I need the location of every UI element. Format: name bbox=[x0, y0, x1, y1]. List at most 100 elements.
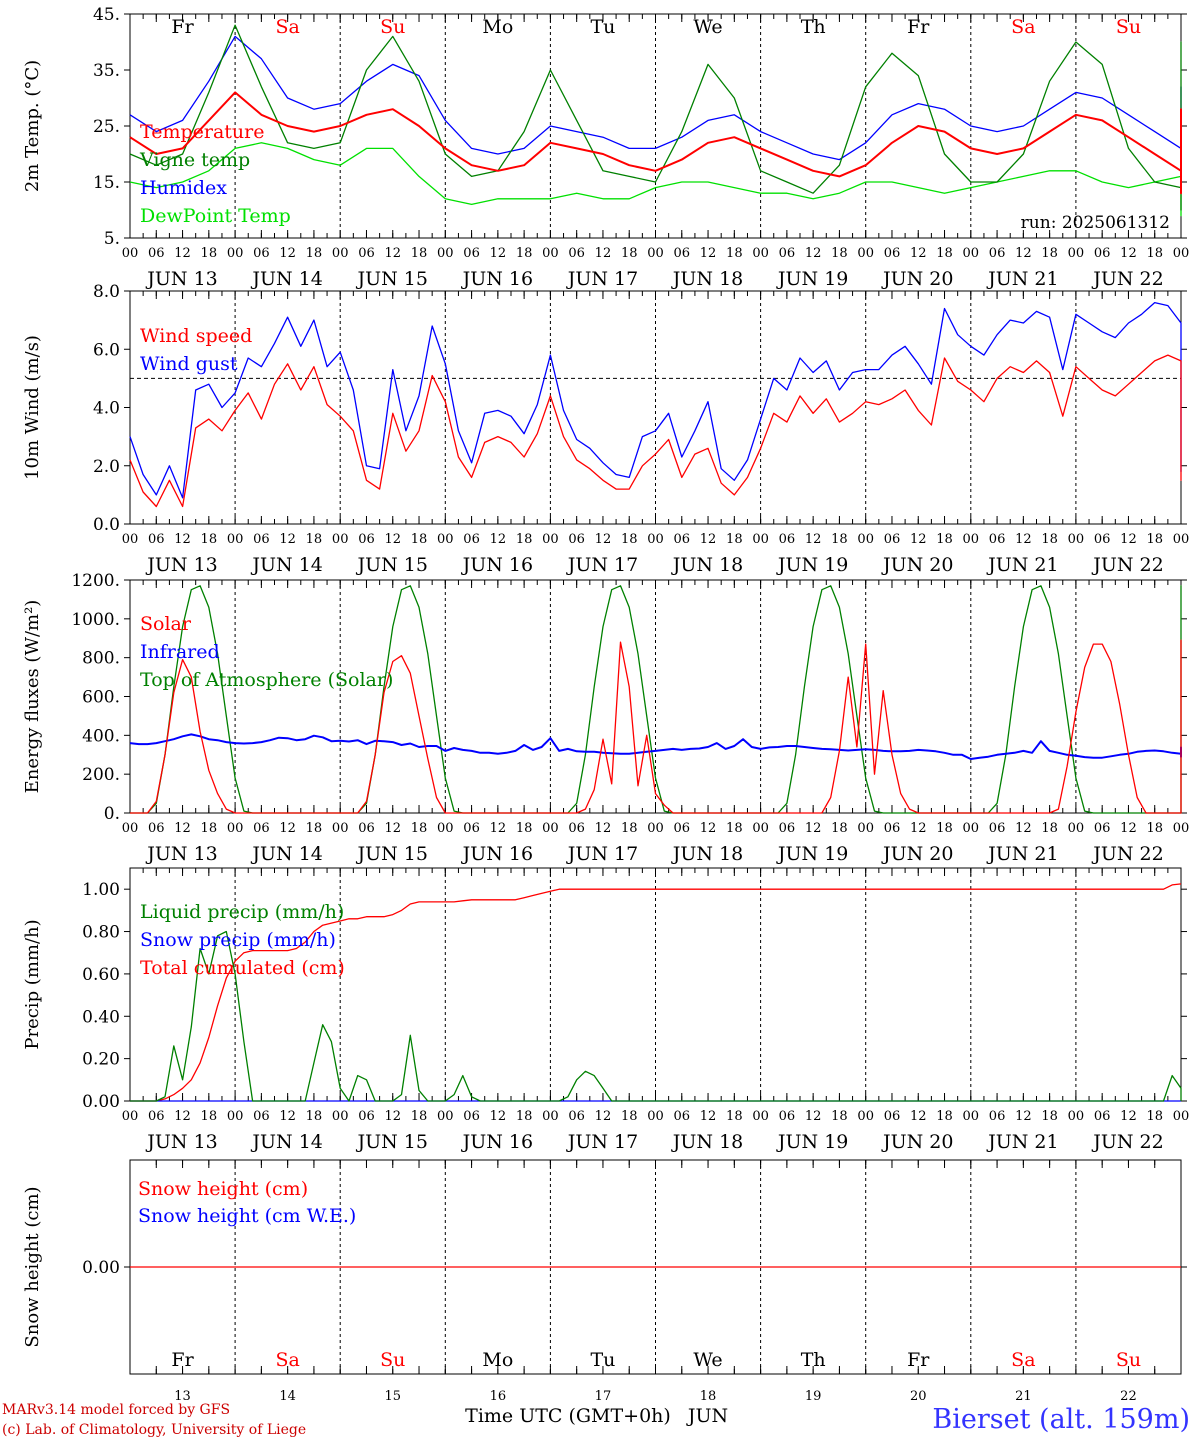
hour-tick-label: 06 bbox=[253, 1109, 270, 1124]
day-number-label: 14 bbox=[279, 1389, 296, 1404]
hour-tick-label: 12 bbox=[595, 246, 612, 261]
weekday-label: Mo bbox=[482, 16, 513, 38]
series-line-0 bbox=[130, 639, 1182, 814]
hour-tick-label: 00 bbox=[1068, 246, 1085, 261]
hour-tick-label: 12 bbox=[910, 532, 927, 547]
date-label: JUN 18 bbox=[671, 554, 743, 576]
hour-tick-label: 00 bbox=[227, 821, 244, 836]
day-number-label: 19 bbox=[805, 1389, 822, 1404]
x-axis-month: JUN bbox=[686, 1405, 728, 1427]
date-label: JUN 14 bbox=[250, 268, 322, 290]
hour-tick-label: 12 bbox=[490, 821, 507, 836]
hour-tick-label: 18 bbox=[621, 821, 638, 836]
hour-tick-label: 00 bbox=[542, 1109, 559, 1124]
hour-tick-label: 06 bbox=[463, 532, 480, 547]
series-line-0 bbox=[129, 354, 1182, 508]
hour-tick-label: 18 bbox=[411, 532, 428, 547]
hour-tick-label: 18 bbox=[1041, 246, 1058, 261]
hour-tick-label: 00 bbox=[1173, 821, 1190, 836]
date-label: JUN 20 bbox=[881, 554, 953, 576]
hour-tick-label: 00 bbox=[437, 1109, 454, 1124]
hour-tick-label: 06 bbox=[463, 246, 480, 261]
hour-tick-label: 06 bbox=[884, 1109, 901, 1124]
hour-tick-label: 12 bbox=[700, 821, 717, 836]
hour-tick-label: 12 bbox=[174, 246, 191, 261]
weekday-label: We bbox=[693, 1349, 722, 1371]
hour-tick-label: 06 bbox=[884, 246, 901, 261]
hour-tick-label: 18 bbox=[306, 246, 323, 261]
hour-tick-label: 18 bbox=[831, 821, 848, 836]
y-axis-label: 2m Temp. (°C) bbox=[22, 60, 43, 192]
weekday-label: Fr bbox=[171, 16, 194, 38]
legend-entry: Temperature bbox=[140, 121, 264, 143]
panel-snow: 0.00 Snow height (cm) Snow height (cm) Snow… bbox=[22, 1159, 1187, 1404]
hour-tick-label: 18 bbox=[201, 532, 218, 547]
hour-tick-label: 18 bbox=[306, 532, 323, 547]
date-label: JUN 14 bbox=[250, 554, 322, 576]
hour-tick-label: 00 bbox=[752, 246, 769, 261]
hour-tick-label: 00 bbox=[857, 532, 874, 547]
date-label: JUN 19 bbox=[776, 1131, 848, 1153]
hour-tick-label: 00 bbox=[963, 246, 980, 261]
hour-tick-label: 18 bbox=[516, 246, 533, 261]
hour-tick-label: 12 bbox=[1120, 821, 1137, 836]
date-label: JUN 15 bbox=[356, 268, 428, 290]
hour-tick-label: 00 bbox=[122, 1109, 139, 1124]
day-number-label: 22 bbox=[1120, 1389, 1137, 1404]
station-title: Bierset (alt. 159m) bbox=[932, 1404, 1190, 1435]
hour-tick-label: 12 bbox=[279, 1109, 296, 1124]
date-label: JUN 20 bbox=[881, 843, 953, 865]
hour-tick-label: 12 bbox=[490, 1109, 507, 1124]
hour-tick-label: 00 bbox=[752, 821, 769, 836]
weekday-label: Fr bbox=[907, 16, 930, 38]
weekday-label: Fr bbox=[171, 1349, 194, 1371]
date-label: JUN 16 bbox=[461, 554, 533, 576]
hour-tick-label: 00 bbox=[963, 821, 980, 836]
date-label: JUN 20 bbox=[881, 268, 953, 290]
y-tick-label: 8.0 bbox=[93, 282, 120, 302]
hour-tick-label: 18 bbox=[936, 1109, 953, 1124]
y-tick-label: 1200. bbox=[71, 571, 120, 591]
hour-tick-label: 00 bbox=[227, 1109, 244, 1124]
legend-entry: Wind gust bbox=[140, 353, 238, 375]
y-tick-label: 35. bbox=[93, 61, 120, 81]
series-line-2 bbox=[130, 883, 1182, 1102]
hour-tick-label: 12 bbox=[490, 532, 507, 547]
hour-tick-label: 06 bbox=[253, 821, 270, 836]
x-axis-label: Time UTC (GMT+0h) bbox=[465, 1405, 671, 1427]
date-label: JUN 22 bbox=[1091, 1131, 1163, 1153]
hour-tick-label: 06 bbox=[779, 1109, 796, 1124]
hour-tick-label: 06 bbox=[779, 532, 796, 547]
hour-tick-label: 06 bbox=[1094, 1109, 1111, 1124]
date-label: JUN 22 bbox=[1091, 843, 1163, 865]
hour-tick-label: 00 bbox=[542, 246, 559, 261]
y-tick-label: 0.0 bbox=[93, 515, 120, 535]
day-number-label: 16 bbox=[490, 1389, 507, 1404]
hour-tick-label: 00 bbox=[752, 1109, 769, 1124]
hour-tick-label: 06 bbox=[674, 821, 691, 836]
hour-tick-label: 00 bbox=[857, 821, 874, 836]
hour-tick-label: 18 bbox=[831, 246, 848, 261]
series-line-2 bbox=[130, 585, 1182, 814]
hour-tick-label: 00 bbox=[122, 246, 139, 261]
hour-tick-label: 12 bbox=[279, 532, 296, 547]
y-tick-label: 0.00 bbox=[82, 1092, 120, 1112]
legend-entry: Snow height (cm) bbox=[138, 1178, 308, 1200]
weekday-label: Sa bbox=[275, 16, 299, 38]
hour-tick-label: 06 bbox=[779, 821, 796, 836]
hour-tick-label: 12 bbox=[1015, 246, 1032, 261]
hour-tick-label: 18 bbox=[516, 532, 533, 547]
hour-tick-label: 06 bbox=[989, 532, 1006, 547]
hour-tick-label: 12 bbox=[174, 1109, 191, 1124]
weekday-label: Fr bbox=[907, 1349, 930, 1371]
hour-tick-label: 18 bbox=[726, 246, 743, 261]
hour-tick-label: 06 bbox=[148, 1109, 165, 1124]
hour-tick-label: 06 bbox=[463, 821, 480, 836]
hour-tick-label: 12 bbox=[700, 1109, 717, 1124]
legend-entry: Snow height (cm W.E.) bbox=[138, 1205, 356, 1227]
hour-tick-label: 06 bbox=[253, 532, 270, 547]
hour-tick-label: 18 bbox=[1041, 1109, 1058, 1124]
hour-tick-label: 12 bbox=[384, 246, 401, 261]
y-tick-label: 25. bbox=[93, 117, 120, 137]
